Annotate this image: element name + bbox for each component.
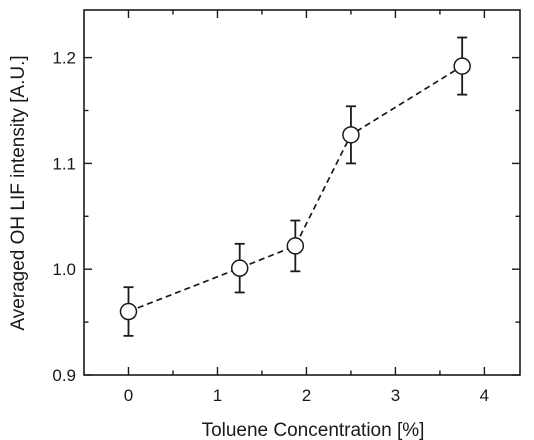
data-point (230, 259, 249, 277)
y-tick-label: 1.0 (52, 260, 76, 279)
data-point (342, 126, 360, 144)
plot-frame (83, 9, 521, 376)
series-line (128, 65, 463, 313)
data-point (119, 302, 138, 321)
tick-marks (84, 10, 520, 376)
x-tick-label: 0 (124, 386, 133, 405)
x-tick-label: 1 (213, 386, 222, 405)
data-point (453, 57, 471, 75)
y-axis-title: Averaged OH LIF intensity [A.U.] (8, 55, 29, 330)
y-tick-label: 1.2 (52, 49, 76, 68)
data-point (286, 237, 305, 255)
y-tick-label: 1.1 (52, 154, 76, 173)
x-axis-title: Toluene Concentration [%] (202, 420, 425, 440)
x-tick-label: 4 (480, 386, 489, 405)
y-tick-label: 0.9 (52, 366, 76, 385)
x-tick-label: 3 (391, 386, 400, 405)
tick-labels: 0 1 2 3 4 0.9 1.0 1.1 1.2 (52, 49, 489, 405)
x-tick-label: 2 (302, 386, 311, 405)
data-layer (119, 36, 471, 337)
